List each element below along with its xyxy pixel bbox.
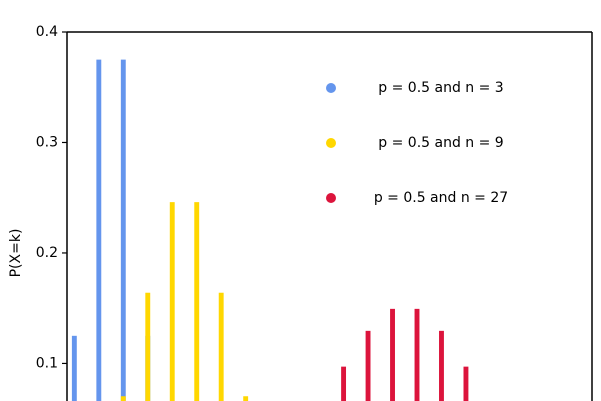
legend-label: p = 0.5 and n = 9 <box>378 135 503 151</box>
y-tick-label: 0.3 <box>36 134 58 150</box>
bar <box>463 366 469 401</box>
bar <box>218 292 224 401</box>
legend-label: p = 0.5 and n = 27 <box>374 190 508 206</box>
bar <box>120 396 126 401</box>
legend-marker <box>326 138 336 148</box>
y-tick-label: 0.1 <box>36 355 58 371</box>
plot-area <box>71 59 469 401</box>
bar <box>145 292 151 401</box>
bar <box>365 330 371 401</box>
legend-marker <box>326 193 336 203</box>
y-tick-label: 0.4 <box>36 24 58 40</box>
bar <box>243 396 249 401</box>
legend-label: p = 0.5 and n = 3 <box>378 80 503 96</box>
bar <box>169 202 175 401</box>
bar <box>96 59 102 401</box>
bar <box>194 202 200 401</box>
bar <box>120 59 126 401</box>
bar <box>414 308 420 401</box>
y-tick-label: 0.2 <box>36 245 58 261</box>
y-axis-label: P(X=k) <box>8 229 24 278</box>
bar <box>71 335 77 401</box>
legend-marker <box>326 83 336 93</box>
bar <box>439 330 444 401</box>
bar <box>390 308 395 401</box>
bar <box>341 366 347 401</box>
